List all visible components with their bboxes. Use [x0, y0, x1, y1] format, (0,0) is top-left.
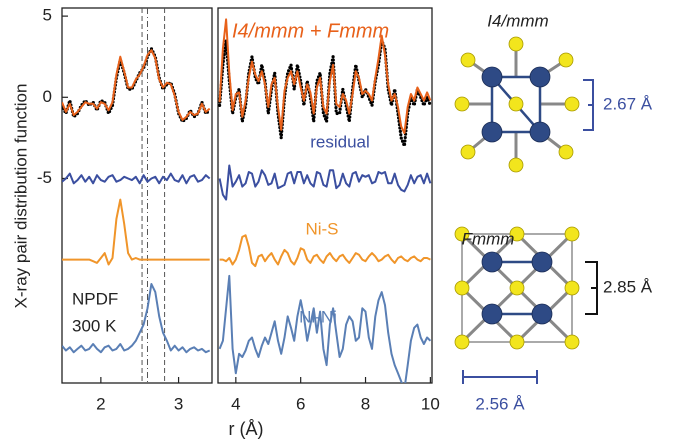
series-label: I4/mmm + Fmmm: [232, 20, 389, 42]
panel-frame: [217, 7, 433, 384]
series-line: [218, 274, 432, 383]
series-line: [62, 283, 211, 354]
series-line: [62, 172, 211, 185]
annotation: 300 K: [72, 316, 117, 335]
y-tick-label: 5: [43, 6, 52, 25]
series-line: [219, 234, 431, 268]
annotation: NPDF: [72, 289, 118, 308]
x-tick-label: 6: [296, 394, 305, 413]
series-label: Ni-S: [305, 219, 338, 238]
panel-frame: [61, 7, 213, 384]
series-line: [62, 47, 212, 124]
series-line: [62, 49, 211, 121]
structure-i4mmm: [454, 36, 594, 173]
structure-title: Fmmm: [462, 229, 515, 248]
series-line: [218, 164, 432, 201]
distance-label: 2.85 Å: [603, 277, 653, 296]
x-tick-label: 8: [361, 394, 370, 413]
structure-title: I4/mmm: [487, 11, 548, 30]
y-tick-label: -5: [37, 168, 52, 187]
series-line: [218, 18, 432, 134]
series-label: Ni-Ni: [299, 307, 337, 326]
series-label: residual: [310, 132, 370, 151]
x-axis-label: r (Å): [229, 419, 264, 439]
y-axis-label: X-ray pair distribution function: [11, 84, 30, 309]
x-tick-label: 2: [96, 394, 105, 413]
series-line: [218, 38, 432, 148]
x-tick-label: 4: [231, 394, 240, 413]
y-tick-label: 0: [43, 87, 52, 106]
x-tick-label: 3: [174, 394, 183, 413]
distance-label: 2.56 Å: [475, 394, 525, 413]
x-tick-label: 10: [421, 394, 440, 413]
structure-fmmm: [454, 226, 598, 384]
distance-label: 2.67 Å: [603, 94, 653, 113]
series-line: [62, 198, 210, 266]
